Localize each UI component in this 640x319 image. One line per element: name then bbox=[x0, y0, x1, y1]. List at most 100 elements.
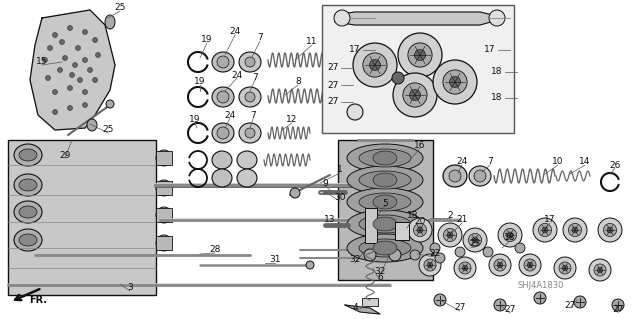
Text: 19: 19 bbox=[201, 35, 212, 44]
Text: 15: 15 bbox=[36, 57, 48, 66]
Text: 18: 18 bbox=[492, 68, 503, 77]
Text: 7: 7 bbox=[257, 33, 263, 42]
Circle shape bbox=[398, 33, 442, 77]
Circle shape bbox=[42, 57, 47, 63]
Ellipse shape bbox=[156, 150, 172, 166]
Ellipse shape bbox=[239, 87, 261, 107]
Ellipse shape bbox=[19, 234, 37, 246]
Circle shape bbox=[417, 227, 423, 233]
Text: 9: 9 bbox=[322, 179, 328, 188]
Circle shape bbox=[72, 63, 77, 68]
Text: 27: 27 bbox=[327, 98, 339, 107]
Circle shape bbox=[527, 262, 532, 268]
Circle shape bbox=[443, 70, 467, 94]
Ellipse shape bbox=[105, 15, 115, 29]
Ellipse shape bbox=[347, 234, 423, 262]
Ellipse shape bbox=[156, 207, 172, 223]
Circle shape bbox=[497, 262, 503, 268]
Circle shape bbox=[52, 90, 58, 94]
Circle shape bbox=[393, 73, 437, 117]
Polygon shape bbox=[335, 12, 505, 25]
Ellipse shape bbox=[474, 170, 486, 182]
Circle shape bbox=[538, 223, 552, 237]
Text: 31: 31 bbox=[269, 256, 281, 264]
Ellipse shape bbox=[410, 250, 420, 260]
Circle shape bbox=[489, 254, 511, 276]
Ellipse shape bbox=[373, 151, 397, 165]
Ellipse shape bbox=[435, 253, 445, 263]
Ellipse shape bbox=[359, 149, 411, 167]
Circle shape bbox=[47, 46, 52, 50]
Circle shape bbox=[424, 259, 436, 271]
Ellipse shape bbox=[443, 165, 467, 187]
Text: 1: 1 bbox=[337, 166, 343, 174]
Circle shape bbox=[353, 43, 397, 87]
Circle shape bbox=[88, 68, 93, 72]
Text: 7: 7 bbox=[252, 72, 258, 81]
Circle shape bbox=[67, 106, 72, 110]
Text: 17: 17 bbox=[484, 46, 496, 55]
Ellipse shape bbox=[212, 52, 234, 72]
Text: 28: 28 bbox=[209, 246, 221, 255]
Circle shape bbox=[459, 262, 471, 274]
Circle shape bbox=[572, 227, 578, 233]
Circle shape bbox=[462, 265, 468, 271]
Circle shape bbox=[607, 227, 613, 233]
Ellipse shape bbox=[306, 261, 314, 269]
Circle shape bbox=[472, 237, 478, 243]
Bar bbox=[365, 208, 377, 243]
Circle shape bbox=[58, 68, 63, 72]
Text: 24: 24 bbox=[229, 27, 241, 36]
Text: 27: 27 bbox=[564, 300, 576, 309]
Bar bbox=[362, 298, 378, 306]
Ellipse shape bbox=[359, 193, 411, 211]
Ellipse shape bbox=[392, 72, 404, 84]
Ellipse shape bbox=[14, 144, 42, 166]
Ellipse shape bbox=[245, 128, 255, 138]
Text: 27: 27 bbox=[327, 63, 339, 72]
Circle shape bbox=[468, 234, 482, 247]
Ellipse shape bbox=[245, 57, 255, 67]
Bar bbox=[156, 151, 172, 165]
Circle shape bbox=[604, 223, 616, 237]
Circle shape bbox=[83, 57, 88, 63]
Circle shape bbox=[597, 267, 603, 273]
Ellipse shape bbox=[347, 104, 363, 120]
Circle shape bbox=[433, 60, 477, 104]
Text: 18: 18 bbox=[407, 211, 419, 219]
Ellipse shape bbox=[212, 87, 234, 107]
Bar bbox=[156, 208, 172, 222]
Ellipse shape bbox=[19, 179, 37, 191]
Ellipse shape bbox=[373, 217, 397, 231]
Text: 25: 25 bbox=[115, 4, 125, 12]
Text: 14: 14 bbox=[579, 158, 591, 167]
Polygon shape bbox=[30, 10, 115, 130]
Circle shape bbox=[369, 60, 381, 70]
Circle shape bbox=[463, 228, 487, 252]
Circle shape bbox=[533, 218, 557, 242]
Ellipse shape bbox=[359, 215, 411, 233]
Ellipse shape bbox=[237, 151, 257, 169]
Text: 27: 27 bbox=[327, 80, 339, 90]
Circle shape bbox=[83, 102, 88, 108]
Ellipse shape bbox=[19, 149, 37, 161]
Ellipse shape bbox=[373, 173, 397, 187]
Text: 26: 26 bbox=[609, 160, 621, 169]
Ellipse shape bbox=[212, 123, 234, 143]
Ellipse shape bbox=[14, 174, 42, 196]
Text: 27: 27 bbox=[454, 303, 466, 313]
Circle shape bbox=[504, 228, 516, 241]
Circle shape bbox=[408, 43, 432, 67]
Circle shape bbox=[410, 90, 420, 100]
Text: 24: 24 bbox=[456, 158, 468, 167]
Ellipse shape bbox=[14, 229, 42, 251]
Ellipse shape bbox=[574, 296, 586, 308]
Ellipse shape bbox=[449, 170, 461, 182]
Ellipse shape bbox=[373, 195, 397, 209]
Circle shape bbox=[83, 90, 88, 94]
Circle shape bbox=[454, 257, 476, 279]
Circle shape bbox=[542, 227, 548, 233]
Circle shape bbox=[95, 53, 100, 57]
Circle shape bbox=[93, 78, 97, 83]
Circle shape bbox=[438, 223, 462, 247]
